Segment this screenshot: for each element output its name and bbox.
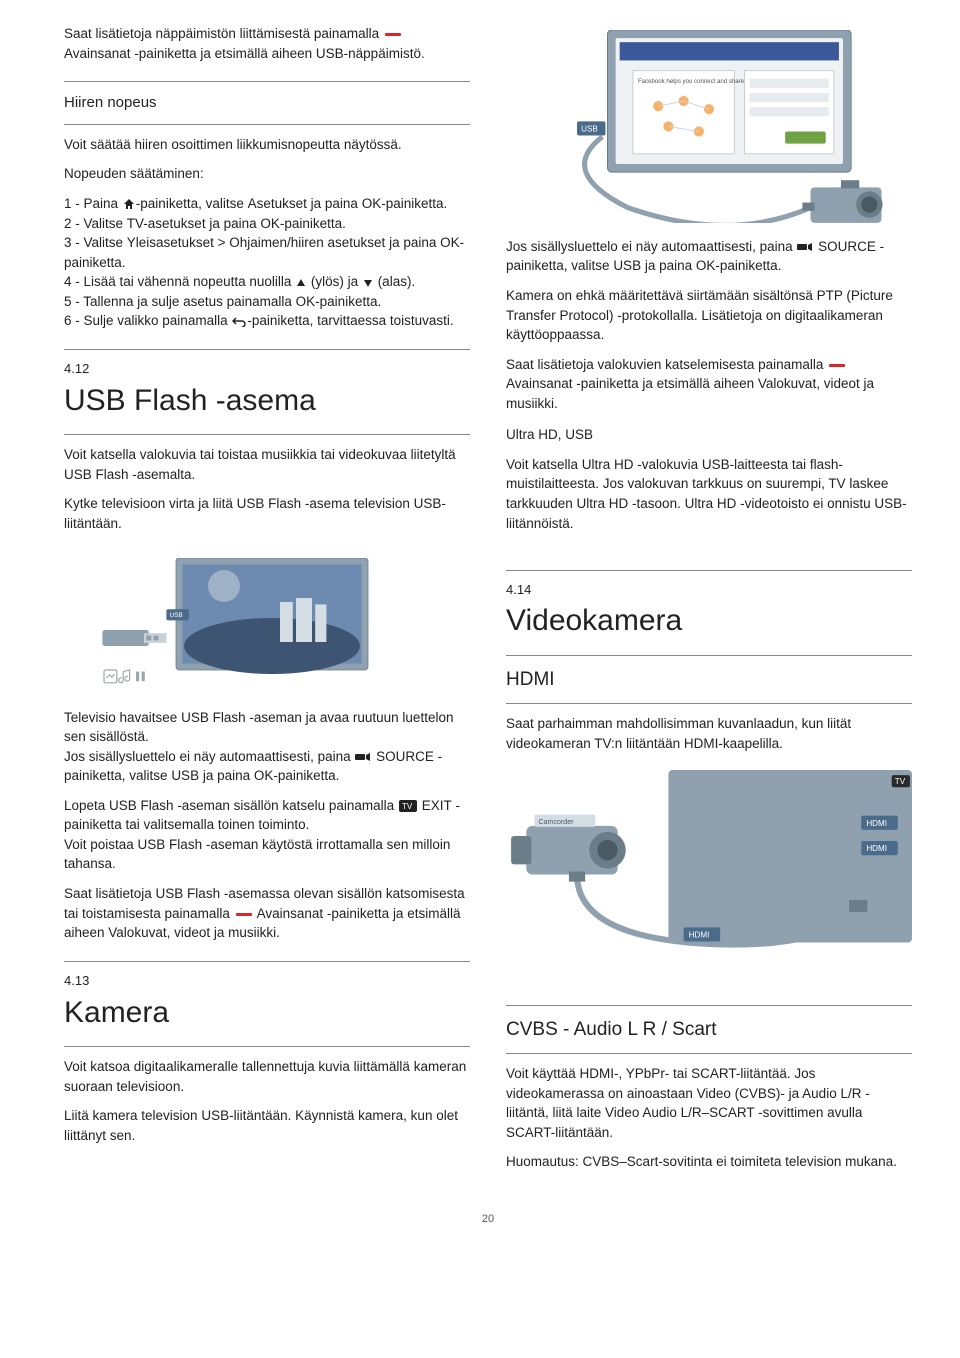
svg-text:Facebook helps you connect and: Facebook helps you connect and share — [638, 78, 745, 85]
para: Saat lisätietoja valokuvien katselemises… — [506, 355, 912, 414]
illustration-usb-flash-monitor: USB — [64, 558, 384, 694]
arrow-up-icon — [296, 278, 306, 288]
para: Voit säätää hiiren osoittimen liikkumisn… — [64, 135, 470, 155]
para: Saat lisätietoja USB Flash -asemassa ole… — [64, 884, 470, 943]
right-column: Facebook helps you connect and share USB… — [506, 24, 912, 544]
subtitle-hdmi: HDMI — [506, 666, 912, 694]
svg-text:HDMI: HDMI — [689, 930, 710, 939]
divider — [64, 961, 470, 962]
para: Voit katsella Ultra HD -valokuvia USB-la… — [506, 455, 912, 533]
section-title-videocamera: Videokamera — [506, 599, 912, 643]
page-number: 20 — [64, 1212, 912, 1228]
para: Lopeta USB Flash -aseman sisällön katsel… — [64, 796, 470, 874]
svg-text:HDMI: HDMI — [866, 844, 887, 853]
source-icon — [797, 242, 813, 252]
para: Saat parhaimman mahdollisimman kuvanlaad… — [506, 714, 912, 753]
section-title-mouse-speed: Hiiren nopeus — [64, 92, 470, 114]
left-column-2: USB Televisio havaitsee USB Flash -asema… — [64, 552, 470, 1182]
para: Huomautus: CVBS–Scart-sovitinta ei toimi… — [506, 1152, 912, 1172]
section-title-camera: Kamera — [64, 991, 470, 1035]
keyword: USB-näppäimistö — [316, 46, 421, 61]
divider — [506, 570, 912, 571]
section-number: 4.13 — [64, 972, 470, 991]
para: Voit katsella valokuvia tai toistaa musi… — [64, 445, 470, 484]
section-number: 4.14 — [506, 581, 912, 600]
subtitle-cvbs: CVBS - Audio L R / Scart — [506, 1016, 912, 1044]
para: Kytke televisioon virta ja liitä USB Fla… — [64, 494, 470, 533]
back-icon — [232, 317, 246, 327]
para-keyboard-info: Saat lisätietoja näppäimistön liittämise… — [64, 24, 470, 63]
svg-text:TV: TV — [895, 777, 906, 786]
divider — [64, 349, 470, 350]
svg-text:HDMI: HDMI — [866, 818, 887, 827]
section-number: 4.12 — [64, 360, 470, 379]
divider — [64, 434, 470, 435]
para: Liitä kamera television USB-liitäntään. … — [64, 1106, 470, 1145]
home-icon — [123, 198, 135, 210]
divider — [506, 703, 912, 704]
subtitle-ultrahd: Ultra HD, USB — [506, 425, 912, 445]
svg-text:TV: TV — [402, 802, 413, 811]
illustration-usb-camera-tv: Facebook helps you connect and share USB — [506, 30, 912, 223]
source-icon — [355, 752, 371, 762]
para: Nopeuden säätäminen: — [64, 164, 470, 184]
left-column: Saat lisätietoja näppäimistön liittämise… — [64, 24, 470, 544]
tv-exit-icon: TV — [399, 800, 417, 812]
para: Jos sisällysluettelo ei näy automaattise… — [506, 237, 912, 276]
svg-text:Camcorder: Camcorder — [538, 817, 574, 825]
svg-text:USB: USB — [581, 124, 598, 133]
para: Voit katsoa digitaalikameralle tallennet… — [64, 1057, 470, 1096]
section-title-usb-flash: USB Flash -asema — [64, 379, 470, 423]
red-dash-icon — [829, 364, 845, 367]
arrow-down-icon — [363, 278, 373, 288]
red-dash-icon — [385, 33, 401, 36]
text: Avainsanat -painiketta ja etsimällä aihe… — [64, 46, 316, 61]
divider — [506, 1005, 912, 1006]
divider — [64, 124, 470, 125]
divider — [64, 81, 470, 82]
divider — [506, 1053, 912, 1054]
divider — [506, 655, 912, 656]
step-list: 1 - Paina -painiketta, valitse Asetukset… — [64, 194, 470, 331]
red-dash-icon — [236, 913, 252, 916]
para: Televisio havaitsee USB Flash -aseman ja… — [64, 708, 470, 786]
para: Voit käyttää HDMI-, YPbPr- tai SCART-lii… — [506, 1064, 912, 1142]
divider — [64, 1046, 470, 1047]
para: Kamera on ehkä määritettävä siirtämään s… — [506, 286, 912, 345]
right-column-2: 4.14 Videokamera HDMI Saat parhaimman ma… — [506, 552, 912, 1182]
text: . — [421, 46, 425, 61]
svg-text:USB: USB — [170, 612, 183, 619]
text: Saat lisätietoja näppäimistön liittämise… — [64, 26, 383, 41]
illustration-camcorder-hdmi: TV HDMI HDMI Camcorder HDMI — [506, 770, 912, 973]
text: SOURCE — [814, 239, 876, 254]
